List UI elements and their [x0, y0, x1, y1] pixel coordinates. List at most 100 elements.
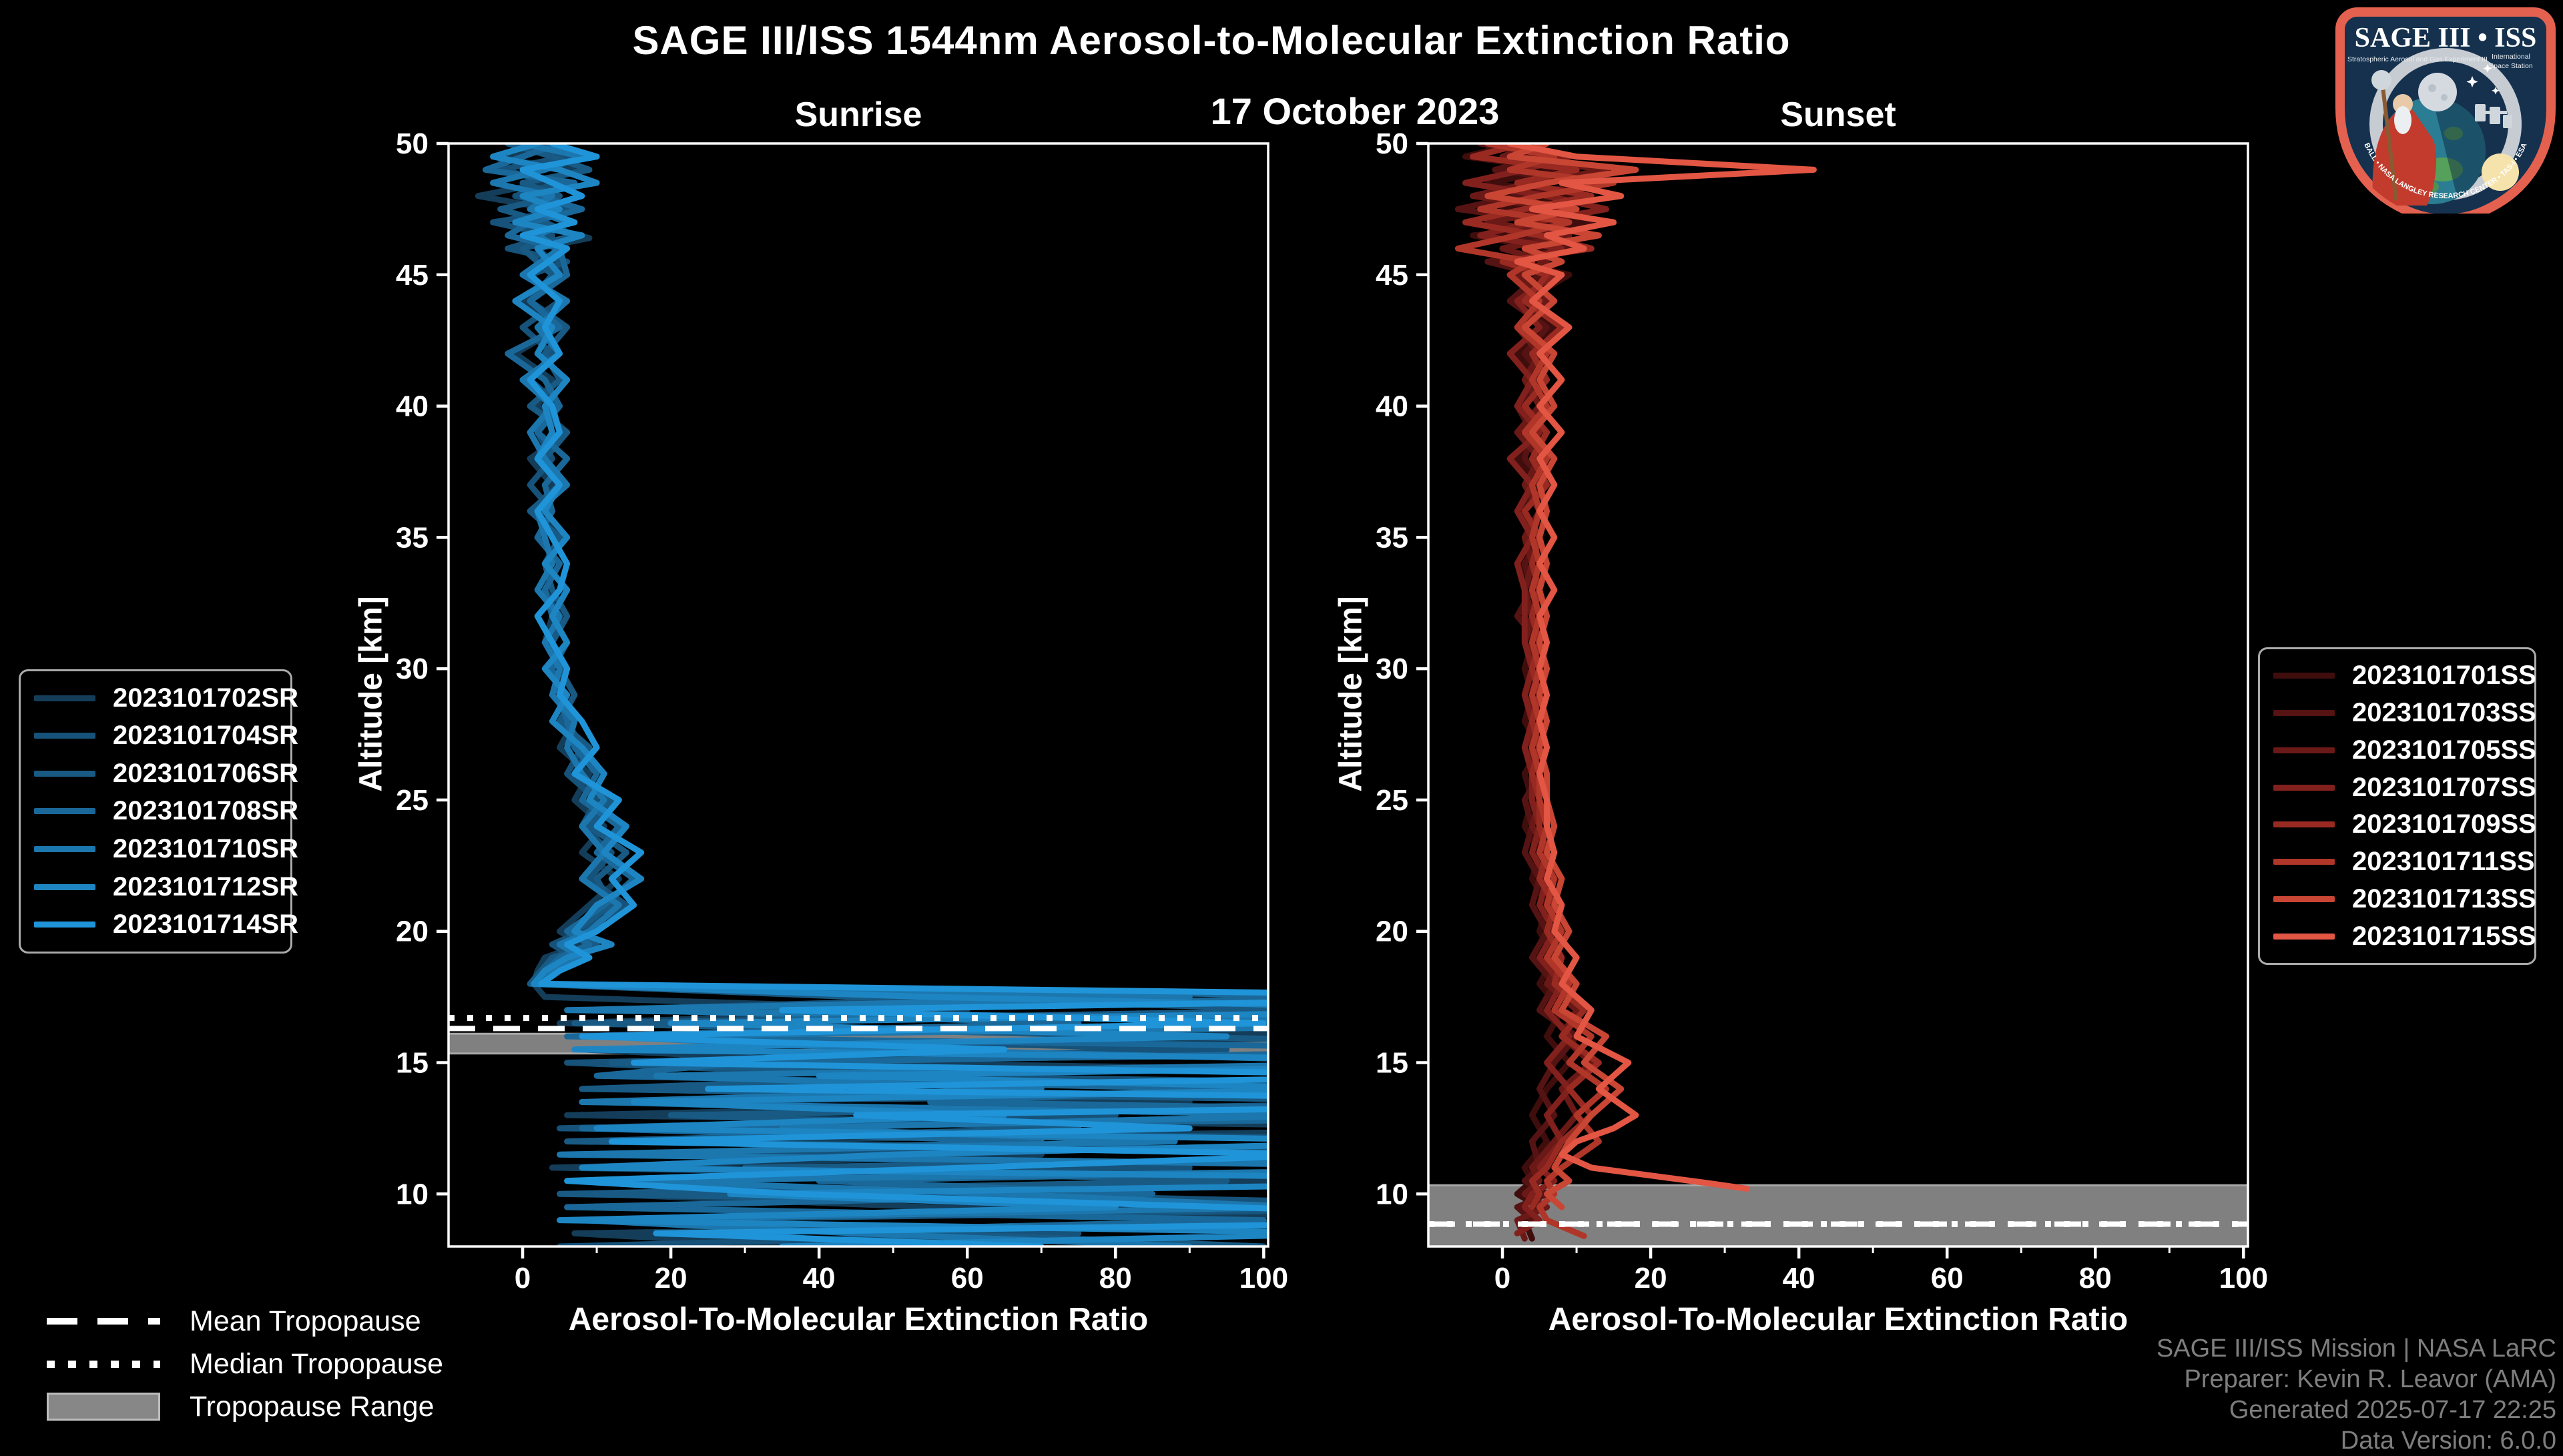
tropopause-range-swatch-icon	[47, 1393, 160, 1421]
logo-title: SAGE III • ISS	[2355, 23, 2537, 53]
x-tick-label: 20	[655, 1262, 687, 1295]
y-tick-label: 30	[396, 653, 429, 685]
legend-color-swatch	[2273, 895, 2335, 902]
legend-entry: 2023101706SR	[34, 759, 298, 789]
legend-label: 2023101701SS	[2352, 661, 2536, 691]
legend-entry: 2023101710SR	[34, 834, 298, 864]
y-tick-label: 45	[1376, 259, 1408, 292]
legend-color-swatch	[34, 695, 95, 701]
y-tick-label: 20	[1376, 916, 1408, 948]
legend-color-swatch	[34, 846, 95, 853]
plot-area-sunset	[1428, 143, 2248, 1246]
legend-entry: 2023101714SR	[34, 909, 298, 940]
legend-label: 2023101714SR	[113, 909, 299, 940]
y-tick-label: 40	[396, 390, 429, 423]
profile-line-2023101712SR	[490, 143, 1268, 1246]
legend-color-swatch	[2273, 747, 2335, 753]
logo-iss	[2475, 104, 2512, 128]
legend-color-swatch	[34, 808, 95, 815]
legend-label: 2023101703SS	[2352, 698, 2536, 728]
legend-label: 2023101708SR	[113, 796, 299, 826]
median-tropopause-dot-icon	[47, 1360, 160, 1368]
plot-area-sunrise	[449, 143, 1268, 1246]
tropopause-legend: Mean Tropopause Median Tropopause Tropop…	[47, 1305, 443, 1423]
tropopause-legend-row: Median Tropopause	[47, 1348, 443, 1380]
legend-color-swatch	[34, 883, 95, 890]
legend-label: 2023101715SS	[2352, 921, 2536, 951]
logo-subtitle-left: Stratospheric Aerosol and Gas Experiment…	[2347, 55, 2488, 63]
x-tick-label: 80	[1099, 1262, 1132, 1295]
tropopause-legend-row: Tropopause Range	[47, 1391, 443, 1423]
legend-entry: 2023101708SR	[34, 796, 298, 826]
panel-title-sunset: Sunset	[1780, 95, 1896, 134]
legend-label: 2023101705SS	[2352, 735, 2536, 765]
mean-tropopause-dash-icon	[47, 1318, 160, 1325]
y-tick-label: 35	[1376, 521, 1408, 554]
x-tick-label: 40	[803, 1262, 836, 1295]
y-tick-label: 10	[396, 1178, 429, 1210]
panel-title-sunrise: Sunrise	[794, 95, 922, 134]
footer-data-version: Data Version: 6.0.0	[2340, 1427, 2556, 1455]
x-tick-label: 60	[1931, 1262, 1964, 1295]
logo-subtitle-right-2: Space Station	[2489, 62, 2533, 70]
legend-label: 2023101710SR	[113, 834, 299, 864]
axes-frame	[1427, 142, 2249, 1248]
legend-color-swatch	[34, 733, 95, 739]
legend-color-swatch	[34, 922, 95, 928]
legend-entry: 2023101704SR	[34, 721, 298, 751]
x-tick-label: 20	[1635, 1262, 1667, 1295]
footer-preparer: Preparer: Kevin R. Leavor (AMA)	[2184, 1365, 2556, 1393]
y-tick-label: 25	[1376, 784, 1408, 817]
profile-line-2023101714SR	[519, 143, 1268, 1246]
legend-entry: 2023101701SS	[2273, 661, 2536, 691]
profile-line-2023101715SS	[1506, 143, 1817, 1192]
x-axis-label-sunrise: Aerosol-To-Molecular Extinction Ratio	[568, 1302, 1149, 1337]
legend-label: 2023101702SR	[113, 683, 299, 713]
legend-entry: 2023101713SS	[2273, 884, 2536, 914]
figure-title: SAGE III/ISS 1544nm Aerosol-to-Molecular…	[632, 18, 1791, 63]
legend-label: 2023101711SS	[2352, 847, 2535, 877]
legend-color-swatch	[2273, 859, 2335, 865]
legend-label: 2023101706SR	[113, 758, 299, 788]
legend-entry: 2023101711SS	[2273, 847, 2535, 877]
x-tick-label: 80	[2079, 1262, 2112, 1295]
tropopause-range-band	[1428, 1185, 2248, 1246]
legend-color-swatch	[2273, 673, 2335, 679]
legend-color-swatch	[2273, 933, 2335, 940]
y-tick-label: 35	[396, 521, 429, 554]
legend-label: 2023101712SR	[113, 871, 299, 901]
legend-sunset-events: 2023101701SS 2023101703SS 2023101705SS 2023…	[2258, 647, 2536, 965]
y-tick-label: 50	[396, 127, 429, 160]
y-tick-label: 15	[396, 1047, 429, 1080]
legend-label: 2023101704SR	[113, 721, 299, 751]
tropopause-range-label: Tropopause Range	[190, 1390, 435, 1423]
legend-entry: 2023101702SR	[34, 683, 298, 713]
x-tick-label: 0	[1494, 1262, 1510, 1295]
legend-entry: 2023101709SS	[2273, 809, 2536, 839]
footer-credits: SAGE III/ISS Mission | NASA LaRC Prepare…	[2157, 1333, 2556, 1456]
mean-tropopause-label: Mean Tropopause	[190, 1305, 421, 1337]
legend-color-swatch	[2273, 710, 2335, 717]
footer-mission: SAGE III/ISS Mission | NASA LaRC	[2156, 1335, 2556, 1363]
x-tick-label: 0	[515, 1262, 531, 1295]
y-tick-label: 15	[1376, 1047, 1408, 1080]
logo-stars	[2466, 64, 2500, 95]
legend-sunrise-events: 2023101702SR 2023101704SR 2023101706SR 2023…	[19, 669, 298, 954]
logo-figure	[2371, 70, 2437, 206]
legend-entry: 2023101707SS	[2273, 773, 2536, 803]
y-tick-label: 40	[1376, 390, 1408, 423]
logo-sun	[2482, 153, 2519, 191]
legend-label: 2023101707SS	[2352, 772, 2536, 802]
footer-generated: Generated 2025-07-17 22:25	[2229, 1396, 2556, 1424]
x-axis-label-sunset: Aerosol-To-Molecular Extinction Ratio	[1548, 1302, 2128, 1337]
median-tropopause-label: Median Tropopause	[190, 1347, 444, 1380]
sage-iii-iss-logo: SAGE III • ISS Stratospheric Aerosol and…	[2335, 7, 2556, 214]
y-tick-label: 25	[396, 784, 429, 817]
legend-entry: 2023101715SS	[2273, 922, 2536, 952]
legend-entry: 2023101712SR	[34, 872, 298, 902]
y-tick-label: 10	[1376, 1178, 1408, 1210]
logo-subtitle-right-1: International	[2492, 53, 2530, 61]
y-tick-label: 30	[1376, 653, 1408, 685]
